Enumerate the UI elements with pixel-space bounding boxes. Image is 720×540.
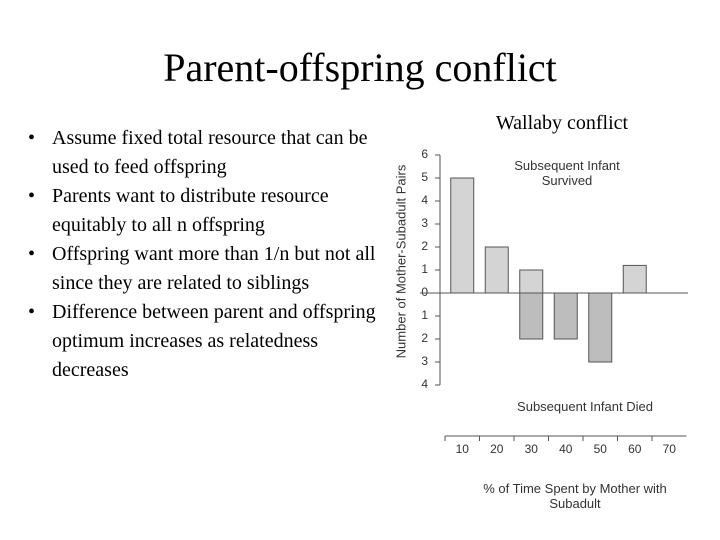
y-tick-label: 4 (421, 377, 428, 391)
x-tick-label: 70 (663, 442, 677, 456)
bullet: Parents want to distribute resource equi… (28, 182, 382, 240)
chart-title: Wallaby conflict (495, 112, 629, 134)
bullet: Difference between parent and offspring … (28, 298, 382, 385)
bar (588, 292, 613, 363)
x-tick-label: 60 (628, 442, 642, 456)
x-tick-label: 30 (525, 442, 539, 456)
x-tick-label: 40 (559, 442, 573, 456)
bar (519, 292, 544, 340)
y-tick-label: 1 (421, 262, 428, 276)
bullet-list: Assume fixed total resource that can be … (28, 124, 382, 385)
x-axis-label: % of Time Spent by Mother with Subadult (483, 481, 667, 511)
y-tick-label: 2 (421, 331, 428, 345)
bar (553, 292, 578, 340)
series-label: Subsequent Infant Died (517, 399, 653, 414)
series-label: Subsequent Infant Survived (514, 158, 620, 188)
y-tick-label: 4 (421, 193, 428, 207)
bullet: Assume fixed total resource that can be … (28, 124, 382, 182)
y-tick-label: 3 (421, 216, 428, 230)
y-tick-label: 3 (421, 354, 428, 368)
x-tick-label: 50 (594, 442, 608, 456)
slide-title: Parent-offspring conflict (163, 45, 557, 90)
x-tick-label: 10 (456, 442, 470, 456)
bar (484, 246, 509, 294)
bar (519, 269, 544, 294)
y-tick-label: 6 (421, 147, 428, 161)
bullet: Offspring want more than 1/n but not all… (28, 240, 382, 298)
bar (622, 264, 647, 294)
bar (450, 177, 475, 294)
y-tick-label: 0 (421, 285, 428, 299)
x-tick-label: 20 (490, 442, 504, 456)
y-tick-label: 1 (421, 308, 428, 322)
y-tick-label: 2 (421, 239, 428, 253)
y-tick-label: 5 (421, 170, 428, 184)
